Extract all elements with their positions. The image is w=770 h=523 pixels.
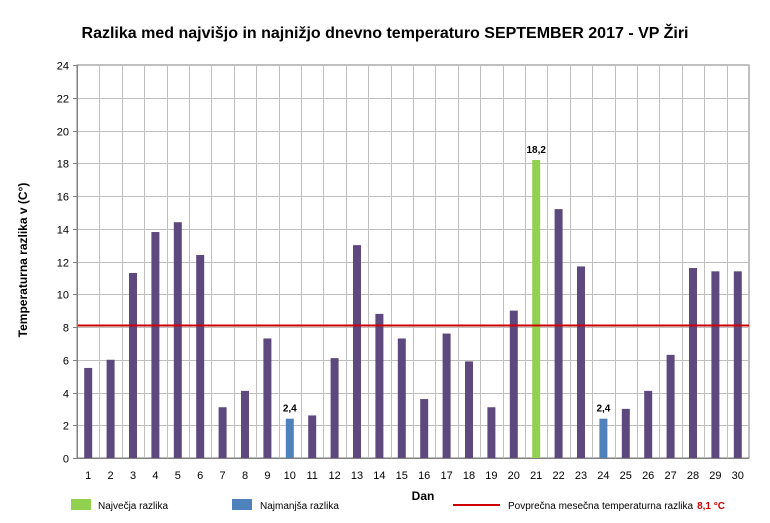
x-tick-label: 16 xyxy=(418,470,430,482)
x-tick-label: 24 xyxy=(597,470,609,482)
y-tick-label: 10 xyxy=(57,290,69,302)
bar-day-14 xyxy=(375,313,384,458)
bar-day-1 xyxy=(84,367,93,458)
x-tick-label: 10 xyxy=(284,470,296,482)
bar-day-2 xyxy=(106,359,115,458)
bar-min-day-24 xyxy=(599,418,608,458)
bar-day-12 xyxy=(330,358,339,458)
chart-title: Razlika med najvišjo in najnižjo dnevno … xyxy=(82,23,689,42)
x-tick-label: 30 xyxy=(732,470,744,482)
bar-day-25 xyxy=(621,408,630,458)
bar-day-5 xyxy=(173,222,182,458)
bar-day-4 xyxy=(151,232,160,458)
x-tick-label: 28 xyxy=(687,470,699,482)
x-tick-label: 25 xyxy=(620,470,632,482)
bar-day-9 xyxy=(263,338,272,458)
x-tick-label: 29 xyxy=(709,470,721,482)
x-tick-label: 12 xyxy=(328,470,340,482)
data-labels: 2,4 18,2 2,4 xyxy=(283,145,611,415)
legend-label-max: Največja razlika xyxy=(98,501,168,512)
bars xyxy=(84,159,742,458)
data-label-day-10: 2,4 xyxy=(283,404,297,415)
y-tick-label: 6 xyxy=(63,356,69,368)
x-tick-label: 22 xyxy=(552,470,564,482)
x-tick-label: 26 xyxy=(642,470,654,482)
y-tick-label: 2 xyxy=(63,421,69,433)
x-tick-label: 5 xyxy=(175,470,181,482)
bar-day-23 xyxy=(577,266,585,458)
bar-day-3 xyxy=(129,272,137,458)
bar-day-16 xyxy=(420,399,429,458)
x-tick-label: 2 xyxy=(108,470,114,482)
bar-day-22 xyxy=(554,209,563,458)
bar-max-day-21 xyxy=(532,159,541,458)
x-tick-label: 1 xyxy=(85,470,91,482)
bar-day-29 xyxy=(711,271,720,458)
bar-day-28 xyxy=(689,268,697,458)
x-axis-title: Dan xyxy=(412,489,435,503)
legend-average-value: 8,1 °C xyxy=(697,501,725,512)
y-tick-label: 8 xyxy=(63,323,69,335)
y-tick-label: 12 xyxy=(57,258,69,270)
bar-day-17 xyxy=(442,333,451,458)
legend-swatch-min xyxy=(232,499,252,510)
x-tick-label: 23 xyxy=(575,470,587,482)
x-tick-label: 20 xyxy=(508,470,520,482)
bar-day-19 xyxy=(487,407,496,458)
bar-day-27 xyxy=(666,354,675,458)
bar-day-6 xyxy=(196,254,205,458)
x-tick-label: 3 xyxy=(130,470,136,482)
bar-day-15 xyxy=(397,338,406,458)
x-tick-label: 17 xyxy=(440,470,452,482)
x-tick-label: 27 xyxy=(664,470,676,482)
x-tick-label: 21 xyxy=(530,470,542,482)
x-tick-label: 6 xyxy=(197,470,203,482)
bar-day-18 xyxy=(465,361,473,458)
x-tick-label: 15 xyxy=(396,470,408,482)
x-tick-label: 9 xyxy=(264,470,270,482)
bar-day-26 xyxy=(644,390,653,458)
legend: Največja razlika Najmanjša razlika Povpr… xyxy=(71,499,725,512)
x-tick-label: 4 xyxy=(152,470,158,482)
legend-swatch-max xyxy=(71,499,91,510)
bar-day-30 xyxy=(733,271,742,458)
x-tick-label: 19 xyxy=(485,470,497,482)
y-tick-label: 0 xyxy=(63,454,69,466)
bar-min-day-10 xyxy=(285,418,294,458)
y-axis-title: Temperaturna razlika v (C°) xyxy=(16,183,30,338)
bar-day-7 xyxy=(218,407,227,458)
legend-label-min: Najmanjša razlika xyxy=(260,501,339,512)
x-tick-label: 13 xyxy=(351,470,363,482)
x-tick-label: 18 xyxy=(463,470,475,482)
y-tick-label: 16 xyxy=(57,192,69,204)
x-tick-label: 7 xyxy=(220,470,226,482)
x-tick-label: 8 xyxy=(242,470,248,482)
bar-day-13 xyxy=(353,245,361,458)
legend-label-average: Povprečna mesečna temperaturna razlika 8,… xyxy=(508,501,725,512)
x-tick-label: 11 xyxy=(306,470,317,482)
bar-day-8 xyxy=(241,390,249,458)
data-label-day-24: 2,4 xyxy=(596,404,610,415)
y-tick-label: 20 xyxy=(57,127,69,139)
legend-average-text: Povprečna mesečna temperaturna razlika xyxy=(508,501,694,512)
y-tick-label: 24 xyxy=(57,61,69,73)
y-tick-label: 14 xyxy=(57,225,69,237)
y-tick-label: 22 xyxy=(57,94,69,106)
y-tick-label: 4 xyxy=(63,389,69,401)
y-tick-label: 18 xyxy=(57,159,69,171)
x-tick-label: 14 xyxy=(373,470,385,482)
bar-day-11 xyxy=(308,415,317,458)
data-label-day-21: 18,2 xyxy=(526,145,546,156)
bar-day-20 xyxy=(509,310,518,458)
